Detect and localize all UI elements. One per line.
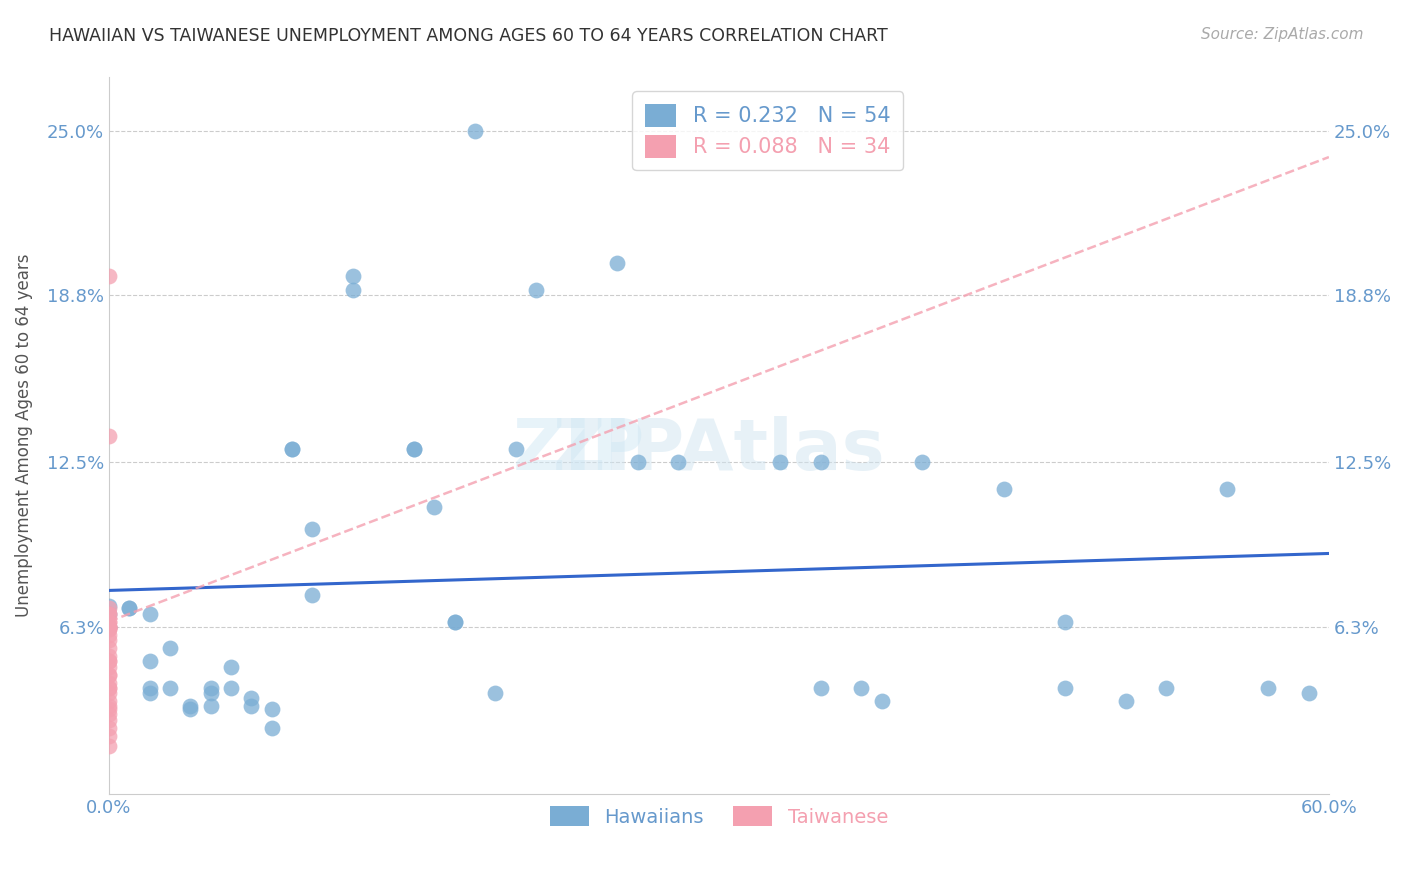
Point: [138, 654, 160, 668]
Point: [301, 588, 323, 602]
Point: [626, 455, 648, 469]
Point: [98, 607, 121, 621]
Point: [260, 702, 283, 716]
Point: [219, 681, 242, 695]
Point: [98, 601, 121, 615]
Point: [98, 659, 121, 673]
Point: [98, 623, 121, 637]
Point: [1298, 686, 1320, 700]
Text: HAWAIIAN VS TAIWANESE UNEMPLOYMENT AMONG AGES 60 TO 64 YEARS CORRELATION CHART: HAWAIIAN VS TAIWANESE UNEMPLOYMENT AMONG…: [49, 27, 889, 45]
Point: [240, 699, 263, 714]
Point: [1154, 681, 1177, 695]
Point: [810, 681, 832, 695]
Point: [464, 123, 486, 137]
Point: [98, 707, 121, 722]
Point: [98, 620, 121, 634]
Point: [505, 442, 527, 456]
Point: [443, 615, 465, 629]
Point: [219, 659, 242, 673]
Legend: Hawaiians, Taiwanese: Hawaiians, Taiwanese: [543, 798, 896, 835]
Point: [98, 713, 121, 727]
Point: [1053, 681, 1076, 695]
Text: ZIPAtlas: ZIPAtlas: [553, 416, 886, 484]
Point: [423, 500, 446, 515]
Point: [281, 442, 304, 456]
Point: [606, 256, 628, 270]
Point: [98, 607, 121, 621]
Point: [98, 667, 121, 681]
Point: [1053, 615, 1076, 629]
Point: [870, 694, 893, 708]
Point: [98, 623, 121, 637]
Point: [98, 667, 121, 681]
Point: [98, 702, 121, 716]
Point: [1257, 681, 1279, 695]
Point: [98, 620, 121, 634]
Y-axis label: Unemployment Among Ages 60 to 64 years: Unemployment Among Ages 60 to 64 years: [15, 254, 32, 617]
Point: [138, 686, 160, 700]
Point: [98, 620, 121, 634]
Point: [98, 686, 121, 700]
Point: [98, 620, 121, 634]
Point: [911, 455, 934, 469]
Point: [851, 681, 873, 695]
Point: [179, 699, 201, 714]
Point: [98, 633, 121, 648]
Point: [98, 699, 121, 714]
Point: [98, 654, 121, 668]
Point: [98, 675, 121, 690]
Point: [484, 686, 506, 700]
Point: [98, 599, 121, 613]
Point: [98, 721, 121, 735]
Point: [342, 269, 364, 284]
Point: [138, 681, 160, 695]
Point: [138, 607, 160, 621]
Point: [200, 681, 222, 695]
Point: [179, 702, 201, 716]
Point: [159, 641, 181, 656]
Point: [443, 615, 465, 629]
Point: [200, 699, 222, 714]
Point: [240, 691, 263, 706]
Point: [98, 694, 121, 708]
Point: [260, 721, 283, 735]
Point: [200, 686, 222, 700]
Point: [98, 729, 121, 743]
Point: [98, 269, 121, 284]
Point: [402, 442, 425, 456]
Point: [810, 455, 832, 469]
Point: [98, 641, 121, 656]
Point: [159, 681, 181, 695]
Point: [993, 482, 1015, 496]
Point: [98, 681, 121, 695]
Point: [98, 739, 121, 754]
Point: [301, 522, 323, 536]
Point: [1216, 482, 1239, 496]
Point: [402, 442, 425, 456]
Point: [769, 455, 792, 469]
Point: [98, 654, 121, 668]
Point: [118, 601, 141, 615]
Point: [666, 455, 689, 469]
Point: [98, 681, 121, 695]
Point: [118, 601, 141, 615]
Point: [524, 283, 547, 297]
Point: [98, 428, 121, 442]
Point: [281, 442, 304, 456]
Point: [342, 283, 364, 297]
Point: [98, 648, 121, 663]
Text: ZIP: ZIP: [513, 416, 645, 484]
Point: [1115, 694, 1137, 708]
Point: [98, 615, 121, 629]
Point: [98, 615, 121, 629]
Point: [98, 628, 121, 642]
Point: [98, 607, 121, 621]
Text: Source: ZipAtlas.com: Source: ZipAtlas.com: [1201, 27, 1364, 42]
Point: [98, 620, 121, 634]
